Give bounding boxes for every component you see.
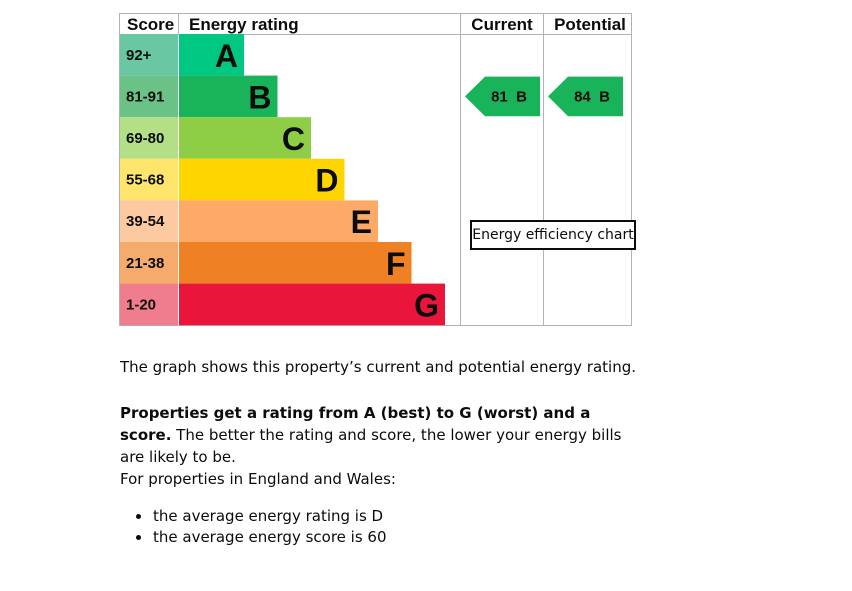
england-wales-text: For properties in England and Wales: — [120, 470, 396, 488]
potential-rating-label: 84 B — [574, 88, 610, 105]
score-label: 92+ — [126, 47, 152, 64]
score-cell-a — [120, 34, 178, 76]
rating-info: Properties get a rating from A (best) to… — [120, 402, 640, 468]
current-rating-label: 81 B — [491, 88, 527, 105]
chart-tooltip: Energy efficiency chart — [470, 220, 636, 250]
score-label: 1-20 — [126, 296, 156, 313]
rating-indicators: 81 B 84 B — [465, 76, 623, 117]
averages-list: the average energy rating is D the avera… — [120, 506, 387, 548]
score-cell-f — [120, 242, 178, 284]
list-item: the average energy score is 60 — [120, 527, 387, 548]
score-cell-c — [120, 117, 178, 159]
rating-info-paragraph: Properties get a rating from A (best) to… — [120, 402, 640, 468]
score-label: 39-54 — [126, 213, 165, 230]
energy-rating-chart: Score Energy rating Current Potential 92… — [119, 13, 632, 326]
band-bar-c — [179, 117, 311, 159]
chart-frame — [119, 13, 632, 326]
potential-rating-arrow — [548, 76, 623, 117]
header-current: Current — [471, 15, 533, 34]
band-letter: E — [351, 204, 372, 240]
description: The graph shows this property’s current … — [120, 358, 636, 376]
band-bar-g — [179, 283, 445, 326]
rating-bands: 92+ A 81-91 B 69-80 C 55-68 D 39-54 E 21-38 F 1-20 G — [120, 34, 445, 326]
score-cell-d — [120, 158, 178, 201]
rating-info-bold: Properties get a rating from A (best) to… — [120, 404, 591, 444]
band-bar-b — [179, 75, 278, 118]
score-label: 55-68 — [126, 172, 164, 189]
score-cell-e — [120, 200, 178, 242]
description-text: The graph shows this property’s current … — [120, 356, 640, 378]
current-rating-arrow — [465, 76, 540, 117]
england-wales-intro: For properties in England and Wales: — [120, 468, 640, 490]
band-bar-e — [179, 200, 378, 242]
list-item: the average energy rating is D — [120, 506, 387, 527]
rating-info-rest: The better the rating and score, the low… — [120, 426, 622, 466]
band-letter: G — [414, 287, 439, 323]
band-bar-f — [179, 242, 412, 284]
band-bar-d — [179, 158, 345, 201]
band-letter: F — [386, 246, 406, 282]
score-cell-b — [120, 75, 178, 118]
score-label: 69-80 — [126, 130, 164, 147]
band-letter: B — [248, 79, 271, 115]
band-letter: D — [315, 163, 338, 199]
header-potential: Potential — [554, 15, 626, 34]
band-letter: A — [215, 38, 238, 74]
score-label: 21-38 — [126, 255, 164, 272]
band-letter: C — [282, 121, 305, 157]
score-cell-g — [120, 283, 178, 326]
score-label: 81-91 — [126, 88, 164, 105]
band-bar-a — [179, 34, 244, 76]
header-energy-rating: Energy rating — [189, 15, 299, 34]
header-score: Score — [127, 15, 174, 34]
